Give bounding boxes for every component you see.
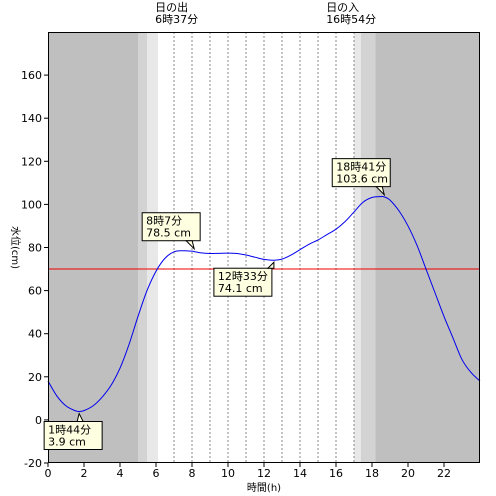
annotation-value: 103.6 cm [336,173,388,186]
y-tick-label: 120 [21,155,42,168]
x-tick-label: 8 [189,467,196,480]
annotation-box [331,158,391,188]
x-tick-label: 12 [257,467,271,480]
twilight-band [138,32,147,463]
annotation-box [213,267,273,297]
annotation-value: 3.9 cm [48,435,86,448]
annotation-time: 18時41分 [336,161,386,174]
x-tick-label: 2 [81,467,88,480]
x-tick-label: 22 [437,467,451,480]
x-axis-label: 時間(h) [247,482,281,494]
y-tick-label: -20 [24,457,42,470]
x-tick-label: 18 [365,467,379,480]
annotation-time: 12時33分 [218,270,268,283]
sunrise-time: 6時37分 [155,13,198,26]
day-band [157,32,354,463]
x-tick-label: 10 [221,467,235,480]
sunset-label: 日の入 [326,1,359,14]
annotation-box [141,212,201,242]
twilight-band [354,32,362,463]
plot-frame [48,32,480,463]
y-tick-label: 0 [35,414,42,427]
y-axis-label: 水位(cm) [9,226,22,269]
y-tick-label: 160 [21,69,42,82]
sunrise-label: 日の出 [155,0,188,14]
daylight-bands [48,32,480,463]
annotation-pointer [184,240,196,251]
annotation-box [43,420,103,450]
annotation-pointer [266,261,275,269]
y-tick-label: 20 [28,371,42,384]
sun-labels: 日の出 6時37分 日の入 16時54分 [155,0,376,26]
y-tick-label: 140 [21,112,42,125]
annotation-value: 78.5 cm [146,227,191,240]
twilight-band [361,32,376,463]
twilight-band [147,32,158,463]
annotation-value: 74.1 cm [218,282,263,295]
x-tick-label: 20 [401,467,415,480]
x-tick-label: 14 [293,467,307,480]
x-tick-label: 6 [153,467,160,480]
y-tick-label: 100 [21,198,42,211]
sunset-time: 16時54分 [326,13,376,26]
x-tick-label: 4 [117,467,124,480]
tide-series-line [47,195,481,413]
annotation-time: 8時7分 [146,215,182,228]
annotation-time: 1時44分 [48,423,91,436]
annotation-pointer [375,186,386,197]
annotation-pointer [76,412,84,422]
x-tick-label: 0 [45,467,52,480]
y-tick-label: 40 [28,328,42,341]
y-tick-label: 60 [28,285,42,298]
y-tick-label: 80 [28,242,42,255]
x-tick-label: 16 [329,467,343,480]
